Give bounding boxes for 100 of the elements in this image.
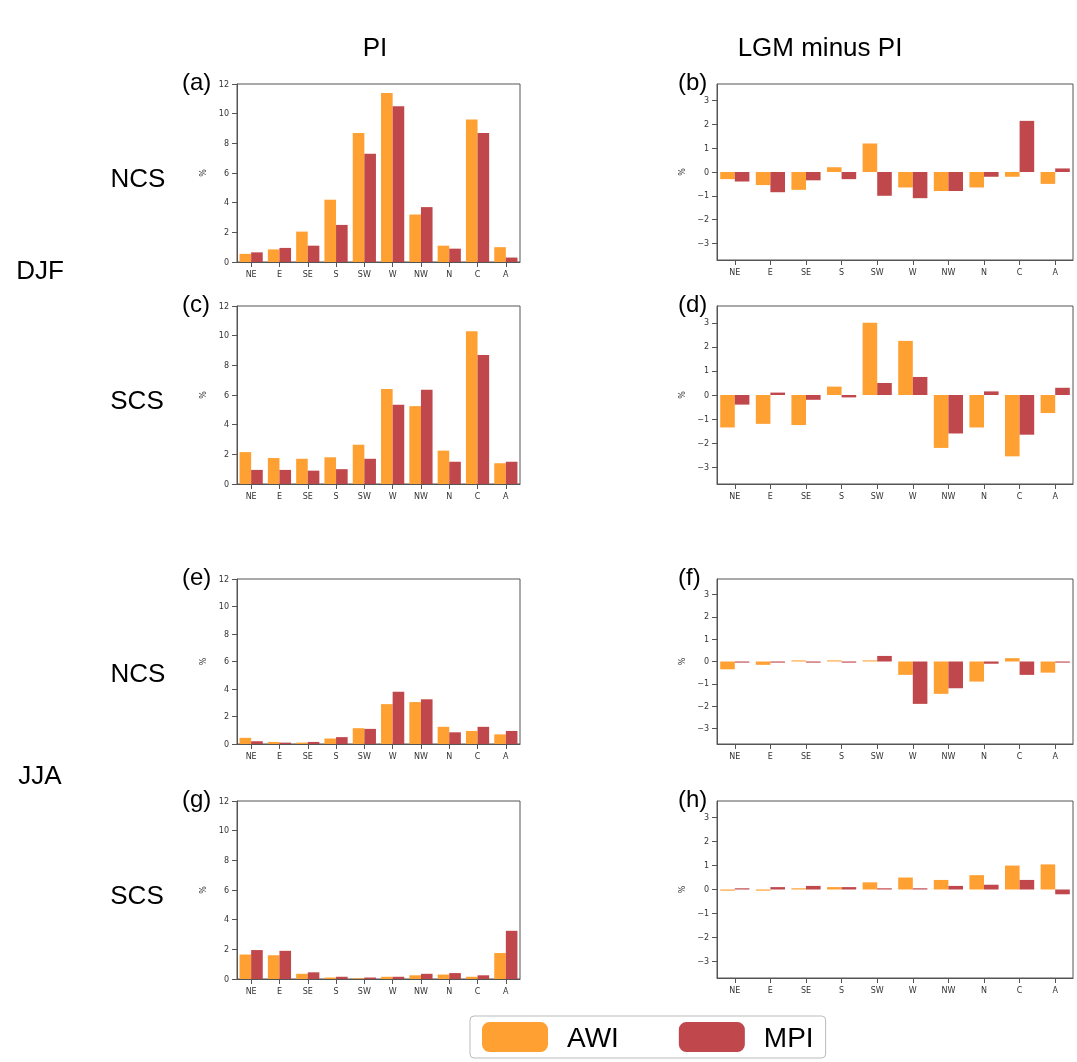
x-tick-label: E [276,751,282,761]
bar [239,737,252,744]
chart-title: (g) [182,784,212,812]
bar [420,207,433,262]
bar [324,738,337,744]
x-tick-label: S [333,491,339,501]
bar [755,395,771,424]
bar [409,214,421,262]
y-tick-label: 1 [703,143,709,153]
bar [437,726,450,744]
x-tick-label: SE [302,751,313,761]
bar [734,172,750,182]
bar [324,199,337,262]
x-tick-label: C [1016,985,1023,995]
bar [770,172,785,193]
bar [381,704,393,744]
x-tick-label: NE [729,267,741,277]
y-tick-label: 4 [223,420,229,430]
x-tick-label: SW [870,491,884,501]
x-tick-label: N [981,267,988,277]
y-tick-label: 4 [223,198,229,208]
x-tick-label: NE [245,269,257,279]
bar [465,730,478,744]
bar [494,734,506,744]
bar [409,406,421,484]
y-tick-label: 0 [223,479,229,489]
bar [267,458,280,484]
y-tick-label: 0 [703,657,709,666]
text: LGM minus PI [737,32,903,62]
bar [267,955,280,979]
y-tick-label: −2 [697,438,709,448]
x-tick-label: A [1052,267,1059,277]
bar [364,458,376,484]
bar [336,224,348,262]
bar [279,950,292,979]
bar [420,973,433,979]
y-tick-label: −2 [697,215,709,225]
x-tick-label: A [1052,491,1059,501]
bar [877,172,892,196]
y-tick-label: −1 [697,414,709,424]
bar [948,395,963,434]
bar [279,469,292,484]
x-tick-label: NW [414,986,428,996]
text: PI [362,32,388,62]
bar [969,875,984,890]
bar [494,463,506,484]
bar [898,172,913,188]
bar [465,331,478,484]
x-tick-label: C [1016,751,1023,761]
bar [505,930,518,979]
x-tick-label: E [767,491,773,501]
x-tick-label: NW [414,751,428,761]
y-tick-label: 3 [703,318,709,328]
x-tick-label: S [333,751,339,761]
x-tick-label: N [446,491,453,501]
y-axis-title: % [199,657,209,666]
y-tick-label: 3 [703,813,709,823]
bar [984,391,999,395]
x-tick-label: W [908,751,917,761]
x-tick-label: SW [870,267,884,277]
bar [336,976,348,979]
x-tick-label: SW [357,269,371,279]
x-tick-label: A [503,491,510,501]
bar [862,322,878,395]
bar [409,702,421,744]
bar [449,248,461,262]
bar [862,143,878,172]
x-tick-label: NW [414,269,428,279]
bar [477,354,490,484]
bar [296,231,308,262]
y-tick-label: 0 [703,885,709,894]
bar [1019,120,1035,172]
x-tick-label: E [767,267,773,277]
y-tick-label: 12 [218,301,229,311]
y-tick-label: 2 [223,944,229,954]
x-tick-label: W [388,751,397,761]
y-tick-label: 10 [218,602,229,611]
y-tick-label: 0 [223,739,229,749]
x-tick-label: SE [302,269,313,279]
bar [267,249,280,262]
bar [420,699,433,744]
y-tick-label: 6 [223,885,229,895]
y-axis-title: % [677,885,687,894]
bar [239,253,252,262]
y-tick-label: −3 [697,238,709,248]
bar [841,172,857,180]
bar [912,376,928,395]
x-tick-label: SW [357,986,371,996]
x-tick-label: NW [941,751,956,761]
bar [449,732,461,744]
bar [1055,387,1070,395]
legend-label: MPI [763,1021,814,1053]
bar [477,132,490,262]
bar [827,167,842,172]
bar [352,728,365,744]
bar [437,245,450,262]
x-tick-label: SW [357,751,371,761]
bar [251,741,263,744]
bar [477,975,490,979]
bar [465,119,478,262]
